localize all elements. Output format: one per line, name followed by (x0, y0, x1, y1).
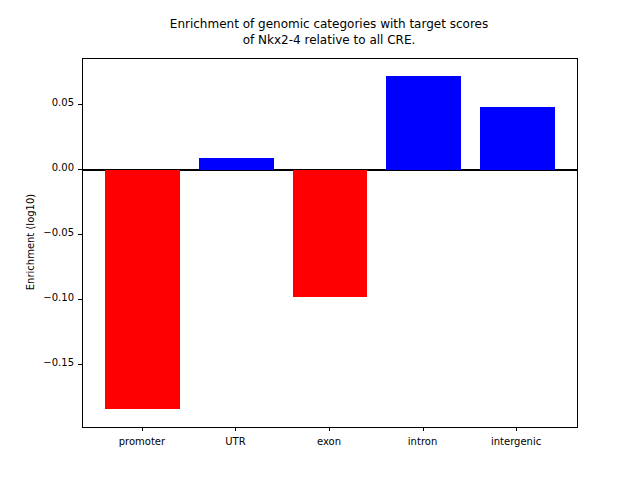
y-tick-mark (78, 104, 82, 105)
x-tick-label-exon: exon (279, 436, 379, 447)
plot-area (82, 58, 578, 428)
x-tick-mark (329, 427, 330, 431)
bar-intron (386, 76, 461, 170)
x-tick-label-intergenic: intergenic (466, 436, 566, 447)
bar-exon (293, 170, 368, 297)
y-tick-label: 0.00 (0, 162, 74, 173)
y-tick-label: 0.05 (0, 97, 74, 108)
x-tick-mark (516, 427, 517, 431)
x-tick-mark (235, 427, 236, 431)
y-tick-mark (78, 169, 82, 170)
bar-promoter (105, 170, 180, 409)
y-tick-mark (78, 364, 82, 365)
y-axis-label: Enrichment (log10) (25, 194, 36, 290)
x-tick-mark (423, 427, 424, 431)
x-tick-label-intron: intron (373, 436, 473, 447)
figure: Enrichment of genomic categories with ta… (0, 0, 640, 480)
bar-intergenic (480, 107, 555, 169)
bar-UTR (199, 158, 274, 170)
x-tick-label-promoter: promoter (92, 436, 192, 447)
y-tick-mark (78, 234, 82, 235)
y-tick-label: −0.10 (0, 292, 74, 303)
chart-title-line2: of Nkx2-4 relative to all CRE. (243, 33, 416, 47)
x-tick-label-UTR: UTR (185, 436, 285, 447)
x-tick-mark (142, 427, 143, 431)
y-tick-mark (78, 299, 82, 300)
y-tick-label: −0.15 (0, 357, 74, 368)
y-tick-label: −0.05 (0, 227, 74, 238)
chart-title-line1: Enrichment of genomic categories with ta… (170, 17, 488, 31)
chart-title: Enrichment of genomic categories with ta… (82, 16, 576, 48)
